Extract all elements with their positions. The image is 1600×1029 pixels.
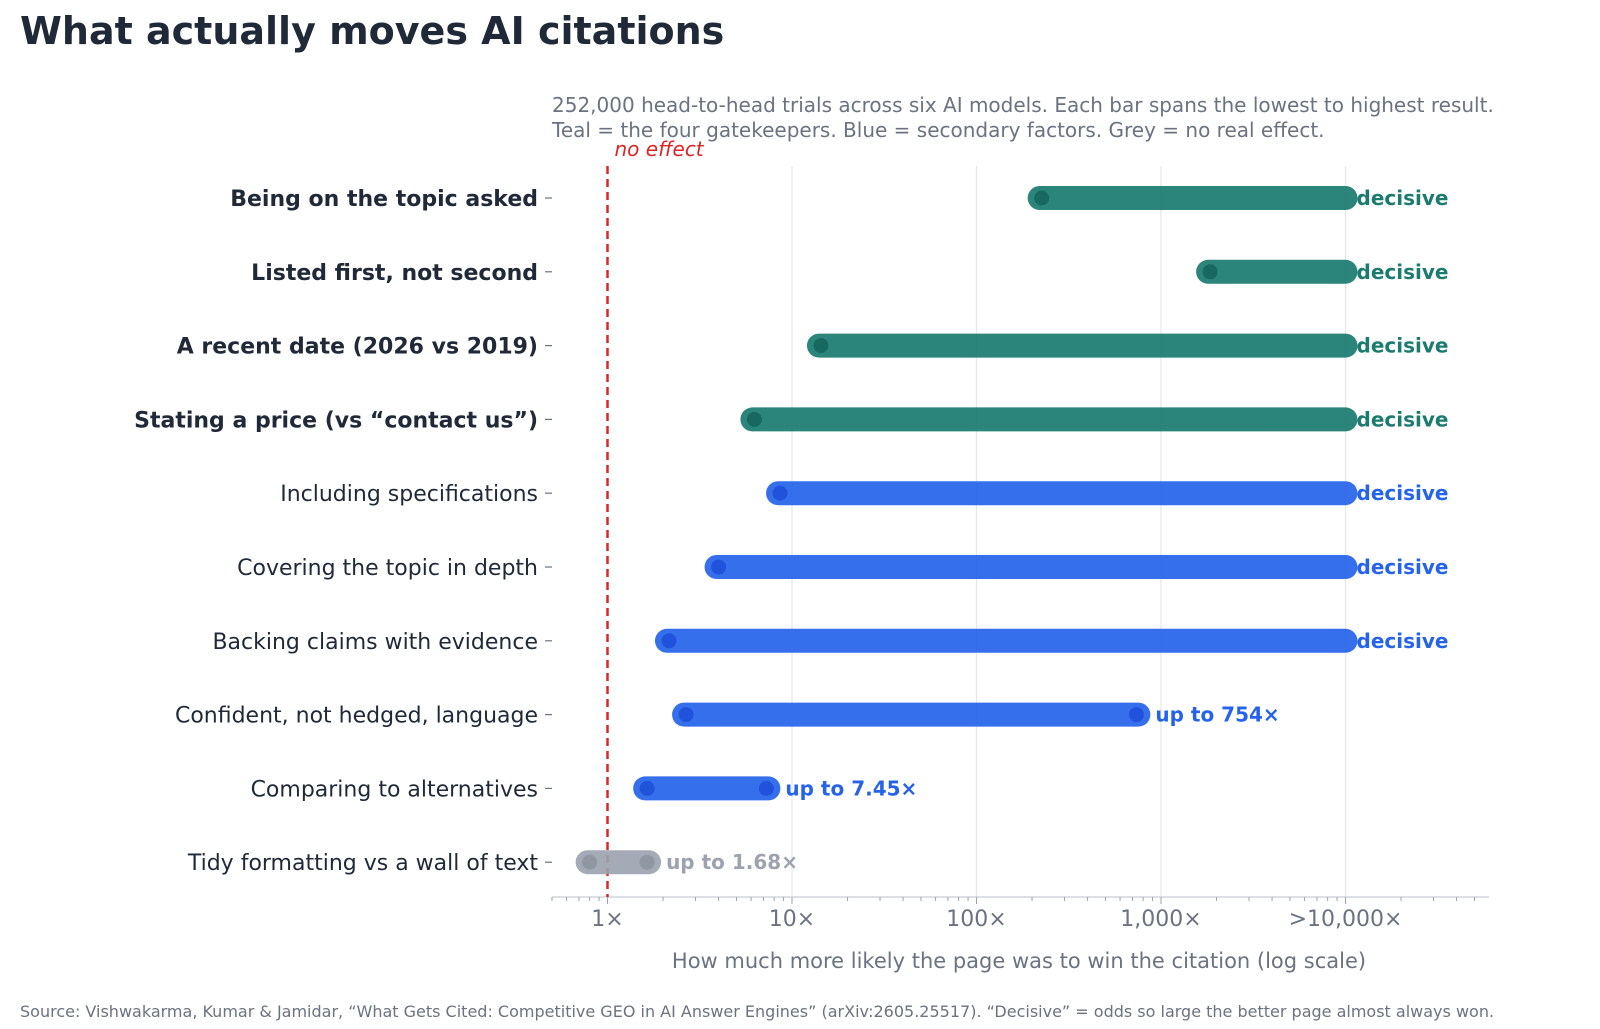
- end-label-3: decisive: [1357, 407, 1449, 431]
- range-low-dot-5: [711, 559, 727, 575]
- range-low-dot-6: [661, 633, 677, 649]
- x-tick-label-0: 1×: [591, 907, 623, 932]
- range-low-dot-8: [639, 780, 655, 796]
- x-axis: 1× 10× 100× 1,000× >10,000×: [551, 896, 1489, 932]
- category-label-9: Tidy formatting vs a wall of text: [187, 851, 539, 876]
- range-low-dot-9: [582, 854, 598, 870]
- range-low-dot-1: [1202, 264, 1218, 280]
- chart-title: What actually moves AI citations: [20, 9, 724, 53]
- range-low-dot-2: [813, 338, 829, 354]
- category-label-8: Comparing to alternatives: [251, 777, 538, 802]
- reference-line-group: no effect: [606, 137, 705, 897]
- range-high-dot-7: [1128, 707, 1144, 723]
- x-axis-label: How much more likely the page was to win…: [672, 949, 1366, 973]
- category-label-5: Covering the topic in depth: [237, 556, 538, 581]
- x-tick-label-4: >10,000×: [1289, 907, 1403, 932]
- category-label-6: Backing claims with evidence: [212, 630, 538, 655]
- end-label-4: decisive: [1357, 481, 1449, 505]
- range-low-dot-7: [678, 707, 694, 723]
- end-label-9: up to 1.68×: [666, 850, 798, 874]
- x-tick-label-2: 100×: [946, 907, 1006, 932]
- chart-subtitle-line-2: Teal = the four gatekeepers. Blue = seco…: [551, 118, 1325, 142]
- end-label-1: decisive: [1357, 260, 1449, 284]
- range-high-dot-8: [758, 780, 774, 796]
- category-label-2: A recent date (2026 vs 2019): [177, 335, 538, 360]
- end-label-5: decisive: [1357, 555, 1449, 579]
- end-label-0: decisive: [1357, 186, 1449, 210]
- range-low-dot-3: [746, 411, 762, 427]
- range-high-dot-9: [639, 854, 655, 870]
- reference-line-label: no effect: [615, 137, 705, 161]
- end-label-8: up to 7.45×: [785, 776, 917, 800]
- grid-lines: [791, 166, 1347, 897]
- category-label-7: Confident, not hedged, language: [175, 704, 538, 729]
- end-label-7: up to 754×: [1155, 703, 1279, 727]
- range-low-dot-0: [1034, 190, 1050, 206]
- chart-subtitle-line-1: 252,000 head-to-head trials across six A…: [552, 93, 1494, 117]
- end-label-2: decisive: [1357, 334, 1449, 358]
- end-label-6: decisive: [1357, 629, 1449, 653]
- category-labels: Being on the topic asked Listed first, no…: [134, 187, 552, 876]
- category-label-3: Stating a price (vs “contact us”): [134, 408, 538, 433]
- x-tick-label-3: 1,000×: [1120, 907, 1201, 932]
- category-label-4: Including specifications: [280, 482, 538, 507]
- source-note: Source: Vishwakarma, Kumar & Jamidar, “W…: [20, 1002, 1494, 1021]
- range-bars: decisive decisive decisive decisive decisive…: [575, 186, 1449, 875]
- x-tick-label-1: 10×: [769, 907, 815, 932]
- category-label-1: Listed first, not second: [251, 261, 538, 286]
- category-label-0: Being on the topic asked: [230, 187, 538, 212]
- range-low-dot-4: [772, 485, 788, 501]
